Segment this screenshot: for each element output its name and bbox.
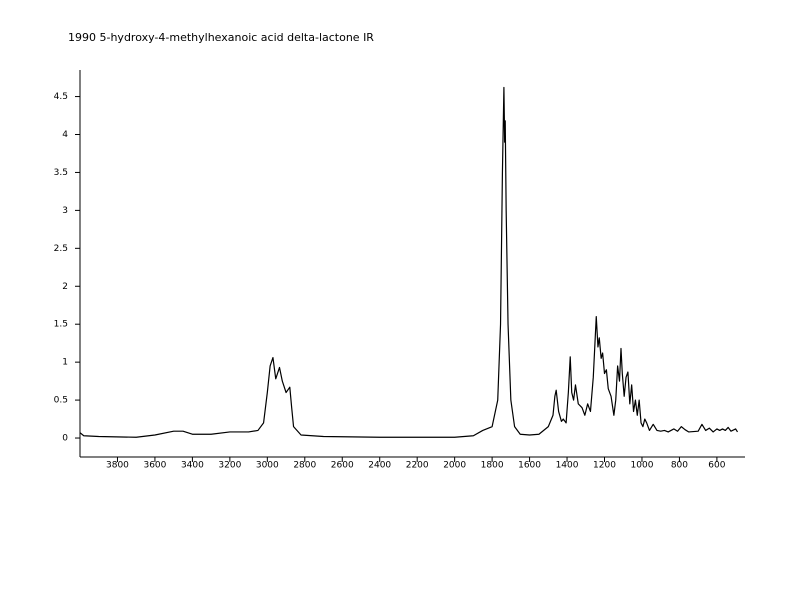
x-tick-label: 600 [708, 461, 725, 471]
x-tick-label: 2000 [443, 461, 466, 471]
y-tick-label: 4 [62, 130, 68, 140]
x-tick-label: 2200 [406, 461, 429, 471]
x-tick-label: 3800 [106, 461, 129, 471]
x-tick-label: 1600 [518, 461, 541, 471]
spectrum-line [79, 86, 739, 438]
x-tick-label: 3400 [181, 461, 204, 471]
y-tick-label: 1.5 [54, 320, 68, 330]
x-tick-label: 2400 [368, 461, 391, 471]
y-tick-label: 0 [62, 434, 68, 444]
x-tick-label: 1200 [593, 461, 616, 471]
y-tick-label: 2.5 [54, 244, 68, 254]
y-tick-label: 2 [62, 282, 68, 292]
x-tick-label: 1800 [481, 461, 504, 471]
x-tick-label: 3600 [143, 461, 166, 471]
y-tick-label: 1 [62, 358, 68, 368]
y-tick-label: 4.5 [54, 92, 68, 102]
x-tick-label: 2600 [331, 461, 354, 471]
x-tick-label: 3000 [256, 461, 279, 471]
chart-title: 1990 5-hydroxy-4-methylhexanoic acid del… [68, 31, 374, 44]
x-tick-label: 1400 [556, 461, 579, 471]
y-tick-label: 0.5 [54, 396, 68, 406]
y-tick-label: 3.5 [54, 168, 68, 178]
x-tick-label: 800 [671, 461, 688, 471]
x-tick-label: 3200 [218, 461, 241, 471]
y-tick-label: 3 [62, 206, 68, 216]
x-tick-label: 1000 [631, 461, 654, 471]
x-tick-label: 2800 [293, 461, 316, 471]
